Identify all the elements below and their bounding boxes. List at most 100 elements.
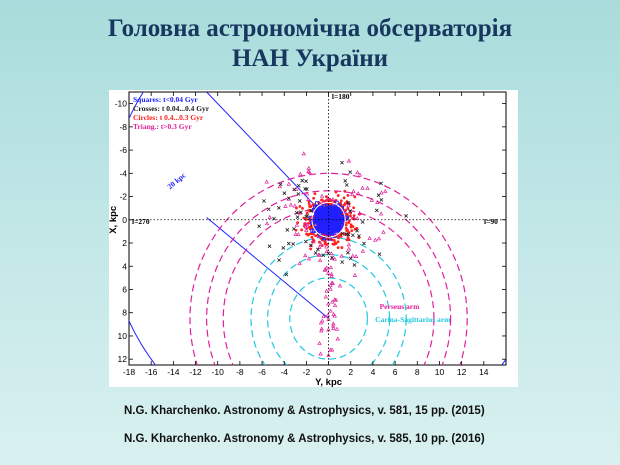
point-square: [317, 223, 322, 228]
point-cross: [295, 215, 300, 219]
point-triangle: [307, 169, 312, 174]
point-cross: [296, 192, 301, 196]
point-triangle: [326, 352, 331, 357]
point-triangle: [293, 231, 298, 236]
x-tick-label: 12: [457, 367, 467, 377]
point-triangle: [304, 228, 309, 233]
point-triangle: [352, 272, 358, 277]
point-cross: [304, 179, 308, 184]
point-square: [321, 212, 326, 217]
y-tick-label: -2: [119, 192, 127, 202]
point-circle: [352, 206, 356, 210]
point-cross: [277, 258, 281, 263]
point-triangle: [316, 252, 321, 257]
point-triangle: [329, 347, 335, 352]
point-cross: [377, 252, 382, 257]
point-triangle: [292, 203, 298, 208]
legend-entry: Triang.: t>0.3 Gyr: [133, 122, 192, 131]
point-circle: [349, 225, 353, 229]
point-triangle: [311, 239, 316, 244]
point-circle: [307, 202, 311, 206]
point-cross: [362, 241, 366, 246]
point-circle: [343, 189, 347, 193]
point-triangle: [346, 158, 352, 163]
point-triangle: [283, 203, 288, 208]
point-triangle: [325, 312, 331, 317]
point-cross: [292, 226, 296, 231]
label-carina-arm: Carina-Sagittarius arm: [375, 315, 451, 324]
point-circle: [334, 242, 338, 246]
point-triangle: [306, 197, 311, 201]
point-circle: [298, 205, 302, 208]
point-triangle: [264, 179, 269, 184]
x-tick-label: 14: [479, 367, 489, 377]
point-circle: [349, 214, 352, 218]
point-cross: [267, 244, 272, 249]
point-triangle: [318, 351, 323, 356]
point-cross: [340, 231, 345, 236]
y-axis-label: X, kpc: [109, 206, 119, 234]
point-cross: [304, 214, 309, 219]
point-cross: [376, 193, 381, 198]
point-triangle: [373, 237, 378, 242]
point-circle: [314, 234, 318, 238]
x-tick-label: 2: [348, 367, 353, 377]
point-triangle: [332, 313, 337, 318]
point-square: [315, 201, 320, 206]
x-tick-label: 10: [435, 367, 445, 377]
reference-1: N.G. Kharchenko. Astronomy & Astrophysic…: [124, 405, 485, 417]
point-triangle: [376, 236, 382, 241]
y-tick-label: 12: [118, 354, 128, 364]
x-tick-label: 0: [326, 367, 331, 377]
legend-entry: Circles: t 0.4...0.3 Gyr: [133, 113, 204, 122]
point-cross: [281, 245, 286, 250]
point-cross: [340, 260, 345, 265]
point-triangle: [383, 188, 388, 193]
x-tick-label: 8: [415, 367, 420, 377]
point-triangle: [369, 197, 375, 202]
point-square: [318, 219, 323, 224]
point-cross: [360, 220, 365, 224]
point-triangle: [346, 203, 351, 208]
point-circle: [338, 234, 341, 237]
point-circle: [323, 242, 327, 246]
point-cross: [300, 178, 305, 183]
point-circle: [331, 242, 335, 246]
x-tick-label: -8: [236, 367, 244, 377]
y-tick-label: -4: [119, 168, 127, 178]
point-triangle: [324, 265, 329, 270]
x-tick-label: -4: [280, 367, 288, 377]
point-triangle: [357, 172, 363, 177]
point-cross: [348, 170, 353, 175]
point-triangle: [286, 181, 292, 186]
point-cross: [284, 272, 289, 277]
point-cross: [346, 232, 351, 237]
x-tick-label: -12: [189, 367, 202, 377]
point-triangle: [288, 202, 294, 207]
legend-entry: Squares: t<0.04 Gyr: [133, 95, 198, 104]
point-triangle: [329, 251, 334, 256]
point-square: [323, 216, 328, 221]
x-tick-label: -6: [258, 367, 266, 377]
point-circle: [308, 205, 311, 208]
point-triangle: [355, 170, 360, 175]
point-circle: [336, 194, 340, 197]
point-triangle: [332, 297, 337, 302]
point-cross: [352, 263, 357, 267]
point-cross: [344, 183, 349, 187]
point-triangle: [329, 271, 334, 276]
point-circle: [347, 221, 350, 225]
point-circle: [347, 238, 351, 242]
point-circle: [320, 198, 323, 202]
point-circle: [345, 229, 349, 233]
point-cross: [266, 207, 271, 212]
references: N.G. Kharchenko. Astronomy & Astrophysic…: [124, 404, 584, 460]
point-circle: [336, 240, 340, 244]
point-square: [321, 222, 326, 227]
point-square: [333, 218, 338, 223]
point-triangle: [318, 320, 324, 325]
point-triangle: [351, 215, 356, 220]
point-cross: [343, 178, 348, 183]
point-cross: [313, 251, 318, 255]
point-triangle: [360, 248, 366, 253]
